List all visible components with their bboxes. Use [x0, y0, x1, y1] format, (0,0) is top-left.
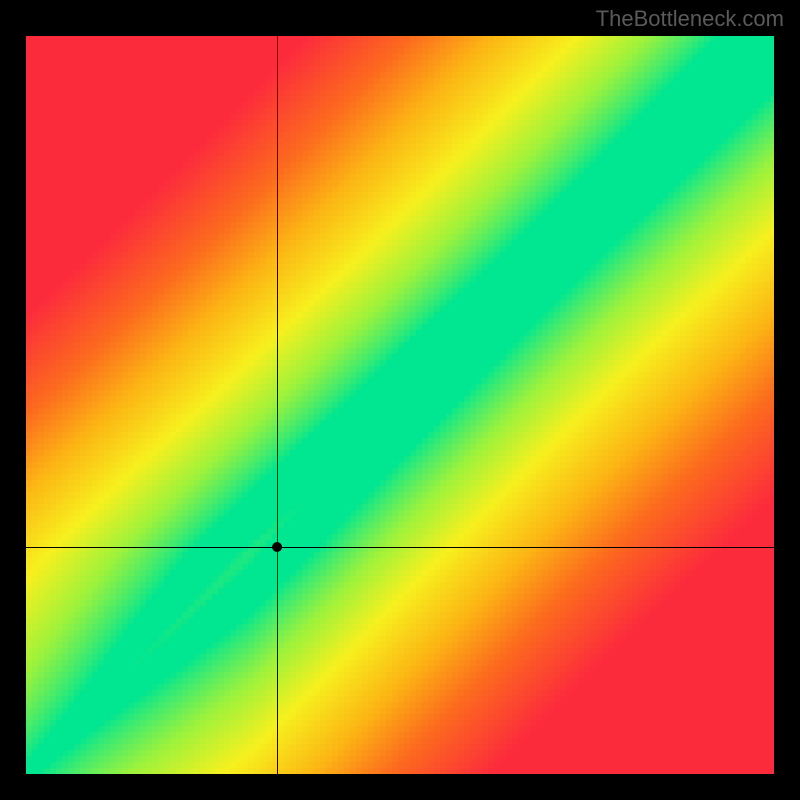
- heatmap-plot: [26, 36, 774, 774]
- heatmap-canvas: [26, 36, 774, 774]
- crosshair-marker: [272, 542, 282, 552]
- crosshair-horizontal: [26, 547, 774, 548]
- watermark-text: TheBottleneck.com: [596, 6, 784, 32]
- root-container: TheBottleneck.com: [0, 0, 800, 800]
- crosshair-vertical: [277, 36, 278, 774]
